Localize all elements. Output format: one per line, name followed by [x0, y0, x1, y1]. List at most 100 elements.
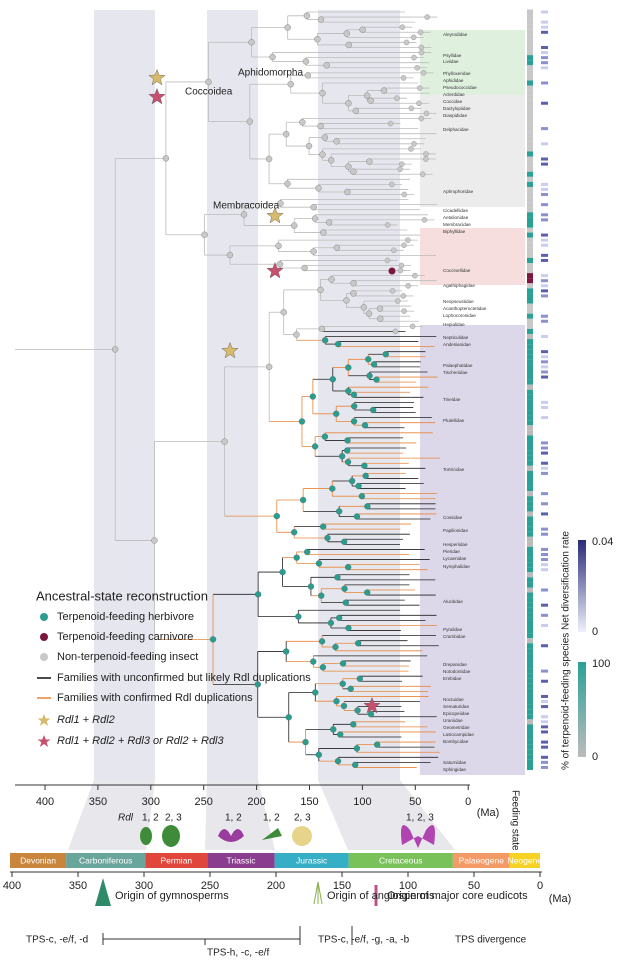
node: [363, 92, 371, 99]
node: [265, 155, 273, 163]
rate-cell: [541, 700, 548, 704]
node: [310, 204, 317, 211]
rate-cell: [541, 142, 548, 146]
rate-cell: [541, 30, 548, 34]
rate-cell: [541, 502, 548, 506]
node: [226, 251, 234, 259]
node: [361, 422, 369, 429]
feeding-cell: [527, 50, 533, 56]
node: [411, 54, 417, 61]
node: [394, 95, 400, 101]
node: [345, 387, 352, 395]
rate-cell: [541, 162, 548, 166]
node: [269, 53, 276, 61]
family-label: Erebidae: [443, 676, 462, 681]
star: [363, 696, 381, 714]
node: [151, 537, 158, 544]
node: [304, 72, 311, 79]
family-label: Notodontidae: [443, 669, 471, 674]
node: [423, 156, 429, 162]
node: [333, 244, 340, 251]
feeding-cell: [527, 65, 533, 71]
node: [321, 337, 329, 344]
node: [315, 185, 322, 192]
rate-cell: [541, 552, 548, 556]
legend-item: Terpenoid-feeding carnivore: [57, 631, 193, 643]
origin-label: Origin of gymnosperms: [115, 890, 229, 902]
rate-cell: [541, 365, 548, 369]
node: [353, 745, 361, 752]
node: [355, 482, 362, 490]
family-label: Noctuidae: [443, 697, 464, 702]
period: [145, 853, 208, 868]
rate-cell: [541, 81, 548, 85]
rate-cell: [541, 355, 548, 359]
node: [354, 640, 362, 647]
feeding-cell: [527, 648, 533, 654]
feeding-cell: [527, 14, 533, 20]
rate-cell: [541, 745, 548, 749]
node: [221, 438, 228, 445]
feeding-cell: [527, 668, 533, 674]
feeding-cell: [527, 39, 533, 46]
node: [321, 134, 328, 141]
node: [324, 534, 331, 542]
node: [285, 714, 292, 721]
tick-label: 50: [468, 880, 480, 892]
node: [344, 437, 351, 444]
feeding-cell: [527, 628, 533, 634]
feeding-cell: [527, 658, 533, 664]
family-label: Liviidae: [443, 59, 459, 64]
rate-cell: [541, 705, 548, 709]
feeding-cell: [527, 237, 533, 243]
rate-cell: [541, 715, 548, 719]
rate-cell: [541, 471, 548, 475]
feeding-cell: [527, 597, 533, 603]
period: [348, 853, 453, 868]
node: [364, 503, 371, 510]
rate-cell: [541, 294, 548, 298]
node: [343, 297, 350, 304]
feeding-cell: [527, 354, 533, 360]
feeding-cell: [527, 202, 533, 208]
feeding-colorbar: [578, 662, 586, 757]
node: [399, 24, 406, 30]
node: [341, 538, 348, 545]
rate-cell: [541, 446, 548, 450]
family-label: Tischeriidae: [443, 370, 468, 375]
family-label: Pseudococcidae: [443, 85, 477, 90]
node: [318, 325, 326, 333]
node: [205, 78, 212, 86]
feeding-cell: [527, 192, 533, 198]
node: [399, 161, 405, 167]
family-label: Crambidae: [443, 634, 466, 639]
node: [350, 280, 357, 287]
node: [283, 648, 290, 655]
feeding-cell: [527, 303, 533, 309]
star: [148, 87, 166, 105]
feeding-cell: [527, 283, 533, 289]
tick-label: 250: [195, 796, 213, 808]
family-label: Nepticulidae: [443, 335, 469, 340]
feeding-cell: [527, 394, 533, 400]
period-label: Neogene: [508, 855, 543, 865]
feeding-cell: [527, 95, 533, 101]
node: [384, 257, 391, 264]
node: [277, 200, 284, 207]
feeding-cell: [527, 34, 533, 40]
node: [418, 115, 425, 122]
tick-label: 400: [3, 880, 21, 892]
node: [280, 309, 287, 316]
feeding-cell: [527, 435, 533, 441]
feeding-cell: [527, 531, 533, 537]
node: [333, 138, 340, 145]
node: [365, 356, 372, 363]
feeding-cell: [527, 607, 533, 613]
feeding-cell: [527, 491, 533, 497]
node: [334, 574, 341, 581]
feeding-cell: [527, 420, 533, 426]
rate-cell: [541, 623, 548, 627]
period: [509, 853, 540, 868]
family-label: Geometridae: [443, 725, 470, 730]
feeding-cell: [527, 75, 533, 81]
